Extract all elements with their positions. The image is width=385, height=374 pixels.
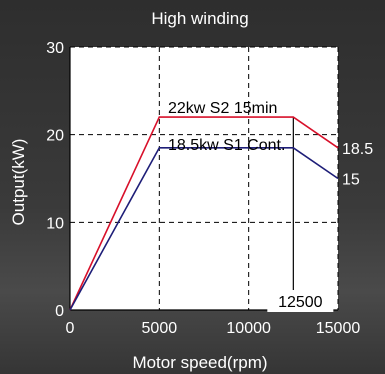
x-axis-label: Motor speed(rpm) (132, 353, 267, 372)
plot-area (70, 47, 338, 310)
annotation-label: 12500 (278, 294, 323, 311)
y-axis-label: Output(kW) (9, 139, 28, 226)
series-2-name-label: 18.5kw S1 Cont. (168, 137, 285, 154)
labels: 0 10 20 30 0 5000 10000 15000 22kw S2 15min 18.5k… (46, 40, 373, 337)
chart-title: High winding (151, 9, 248, 28)
series-line-2 (69, 147, 339, 311)
x-tick-label: 5000 (142, 320, 178, 337)
y-tick-label: 20 (46, 128, 64, 145)
grid-lines (69, 46, 339, 311)
annotation-box (267, 290, 334, 312)
series-line-1 (69, 116, 339, 311)
y-tick-label: 0 (55, 303, 64, 320)
x-tick-label: 0 (66, 320, 75, 337)
series-1-name-label: 22kw S2 15min (168, 100, 277, 117)
x-tick-label: 10000 (226, 320, 271, 337)
series-lines (69, 116, 339, 311)
y-tick-label: 10 (46, 215, 64, 232)
x-tick-label: 15000 (316, 320, 361, 337)
series-2-end-label: 15 (342, 172, 360, 189)
series-1-end-label: 18.5 (342, 141, 373, 158)
y-tick-label: 30 (46, 40, 64, 57)
